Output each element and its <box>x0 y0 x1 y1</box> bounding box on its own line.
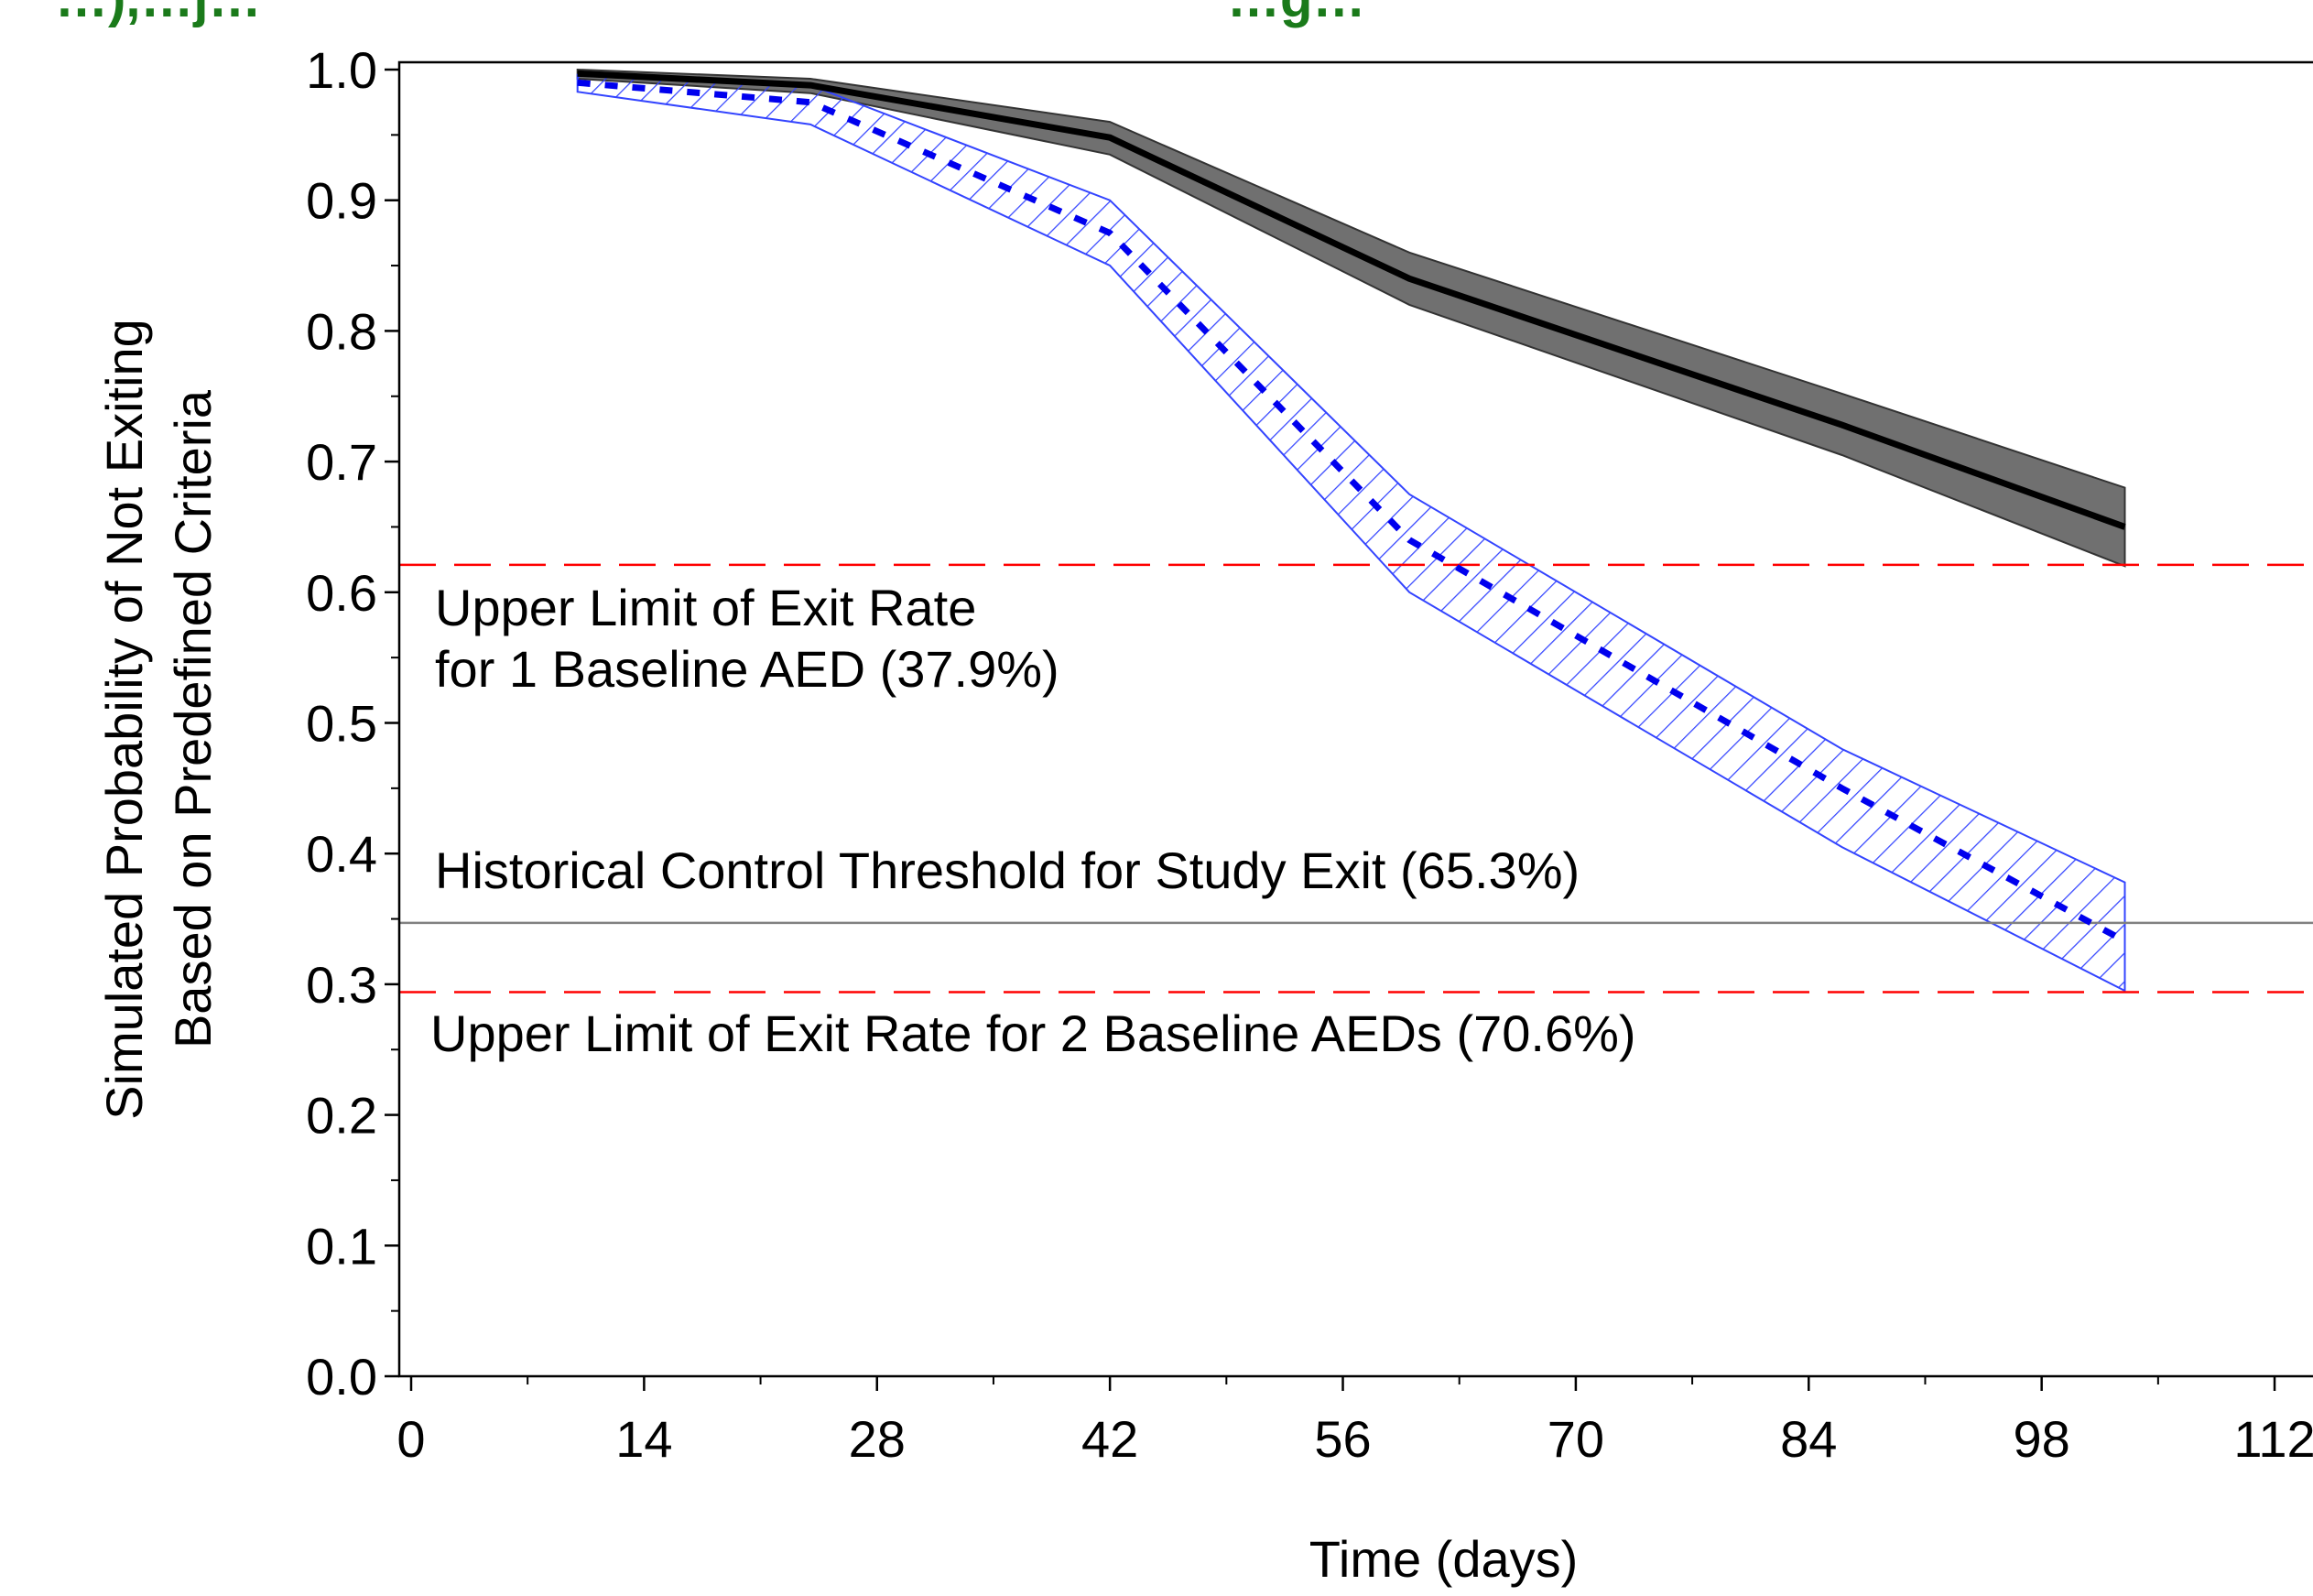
y-tick-label-10: 1.0 <box>306 41 377 99</box>
series-line-2 <box>577 79 2127 944</box>
confidence-bands <box>576 68 2126 993</box>
y-tick-label-3: 0.3 <box>306 956 377 1014</box>
reference-lines <box>399 563 2313 993</box>
y-axis-label-line-2: Based on Predefined Criteria <box>164 389 222 1048</box>
x-axis-label: Time (days) <box>1309 1530 1579 1588</box>
x-tick-label-1: 14 <box>615 1410 672 1468</box>
x-tick-label-7: 98 <box>2014 1410 2070 1468</box>
x-tick-label-8: 112 <box>2233 1410 2313 1468</box>
y-axis: 0.0 0.1 0.2 0.3 0.4 0.5 0.6 0.7 0.8 0.9 1.0 <box>306 41 399 1406</box>
x-tick-label-0: 0 <box>396 1410 425 1468</box>
plot-frame <box>397 60 2313 1378</box>
series-lines <box>577 70 2127 944</box>
chart-title-fragment-left: …),…j… <box>55 0 262 28</box>
x-tick-label-4: 56 <box>1314 1410 1371 1468</box>
confidence-band-2 <box>576 73 2126 993</box>
y-tick-label-1: 0.1 <box>306 1217 377 1275</box>
annotation-upper-limit-1-aed-line-2: for 1 Baseline AED (37.9%) <box>435 640 1059 698</box>
y-tick-label-8: 0.8 <box>306 302 377 360</box>
annotation-historical-control-threshold: Historical Control Threshold for Study E… <box>435 841 1580 899</box>
y-tick-label-5: 0.5 <box>306 695 377 753</box>
y-tick-label-0: 0.0 <box>306 1348 377 1406</box>
y-tick-label-2: 0.2 <box>306 1087 377 1145</box>
x-tick-label-3: 42 <box>1081 1410 1138 1468</box>
y-tick-label-9: 0.9 <box>306 172 377 230</box>
x-tick-label-5: 70 <box>1547 1410 1604 1468</box>
annotation-upper-limit-2-aeds: Upper Limit of Exit Rate for 2 Baseline … <box>430 1004 1636 1062</box>
y-tick-label-7: 0.7 <box>306 433 377 491</box>
y-tick-label-6: 0.6 <box>306 564 377 622</box>
y-tick-label-4: 0.4 <box>306 825 377 883</box>
annotation-upper-limit-1-aed-line-1: Upper Limit of Exit Rate <box>435 579 976 636</box>
chart-title-fragment-right: …g… <box>1227 0 1365 28</box>
x-tick-label-6: 84 <box>1780 1410 1837 1468</box>
series-line-1 <box>577 70 2126 530</box>
x-axis: 0 14 28 42 56 70 84 98 112 <box>396 1376 2313 1468</box>
x-tick-label-2: 28 <box>849 1410 906 1468</box>
y-axis-label-line-1: Simulated Probability of Not Exiting <box>95 319 153 1120</box>
